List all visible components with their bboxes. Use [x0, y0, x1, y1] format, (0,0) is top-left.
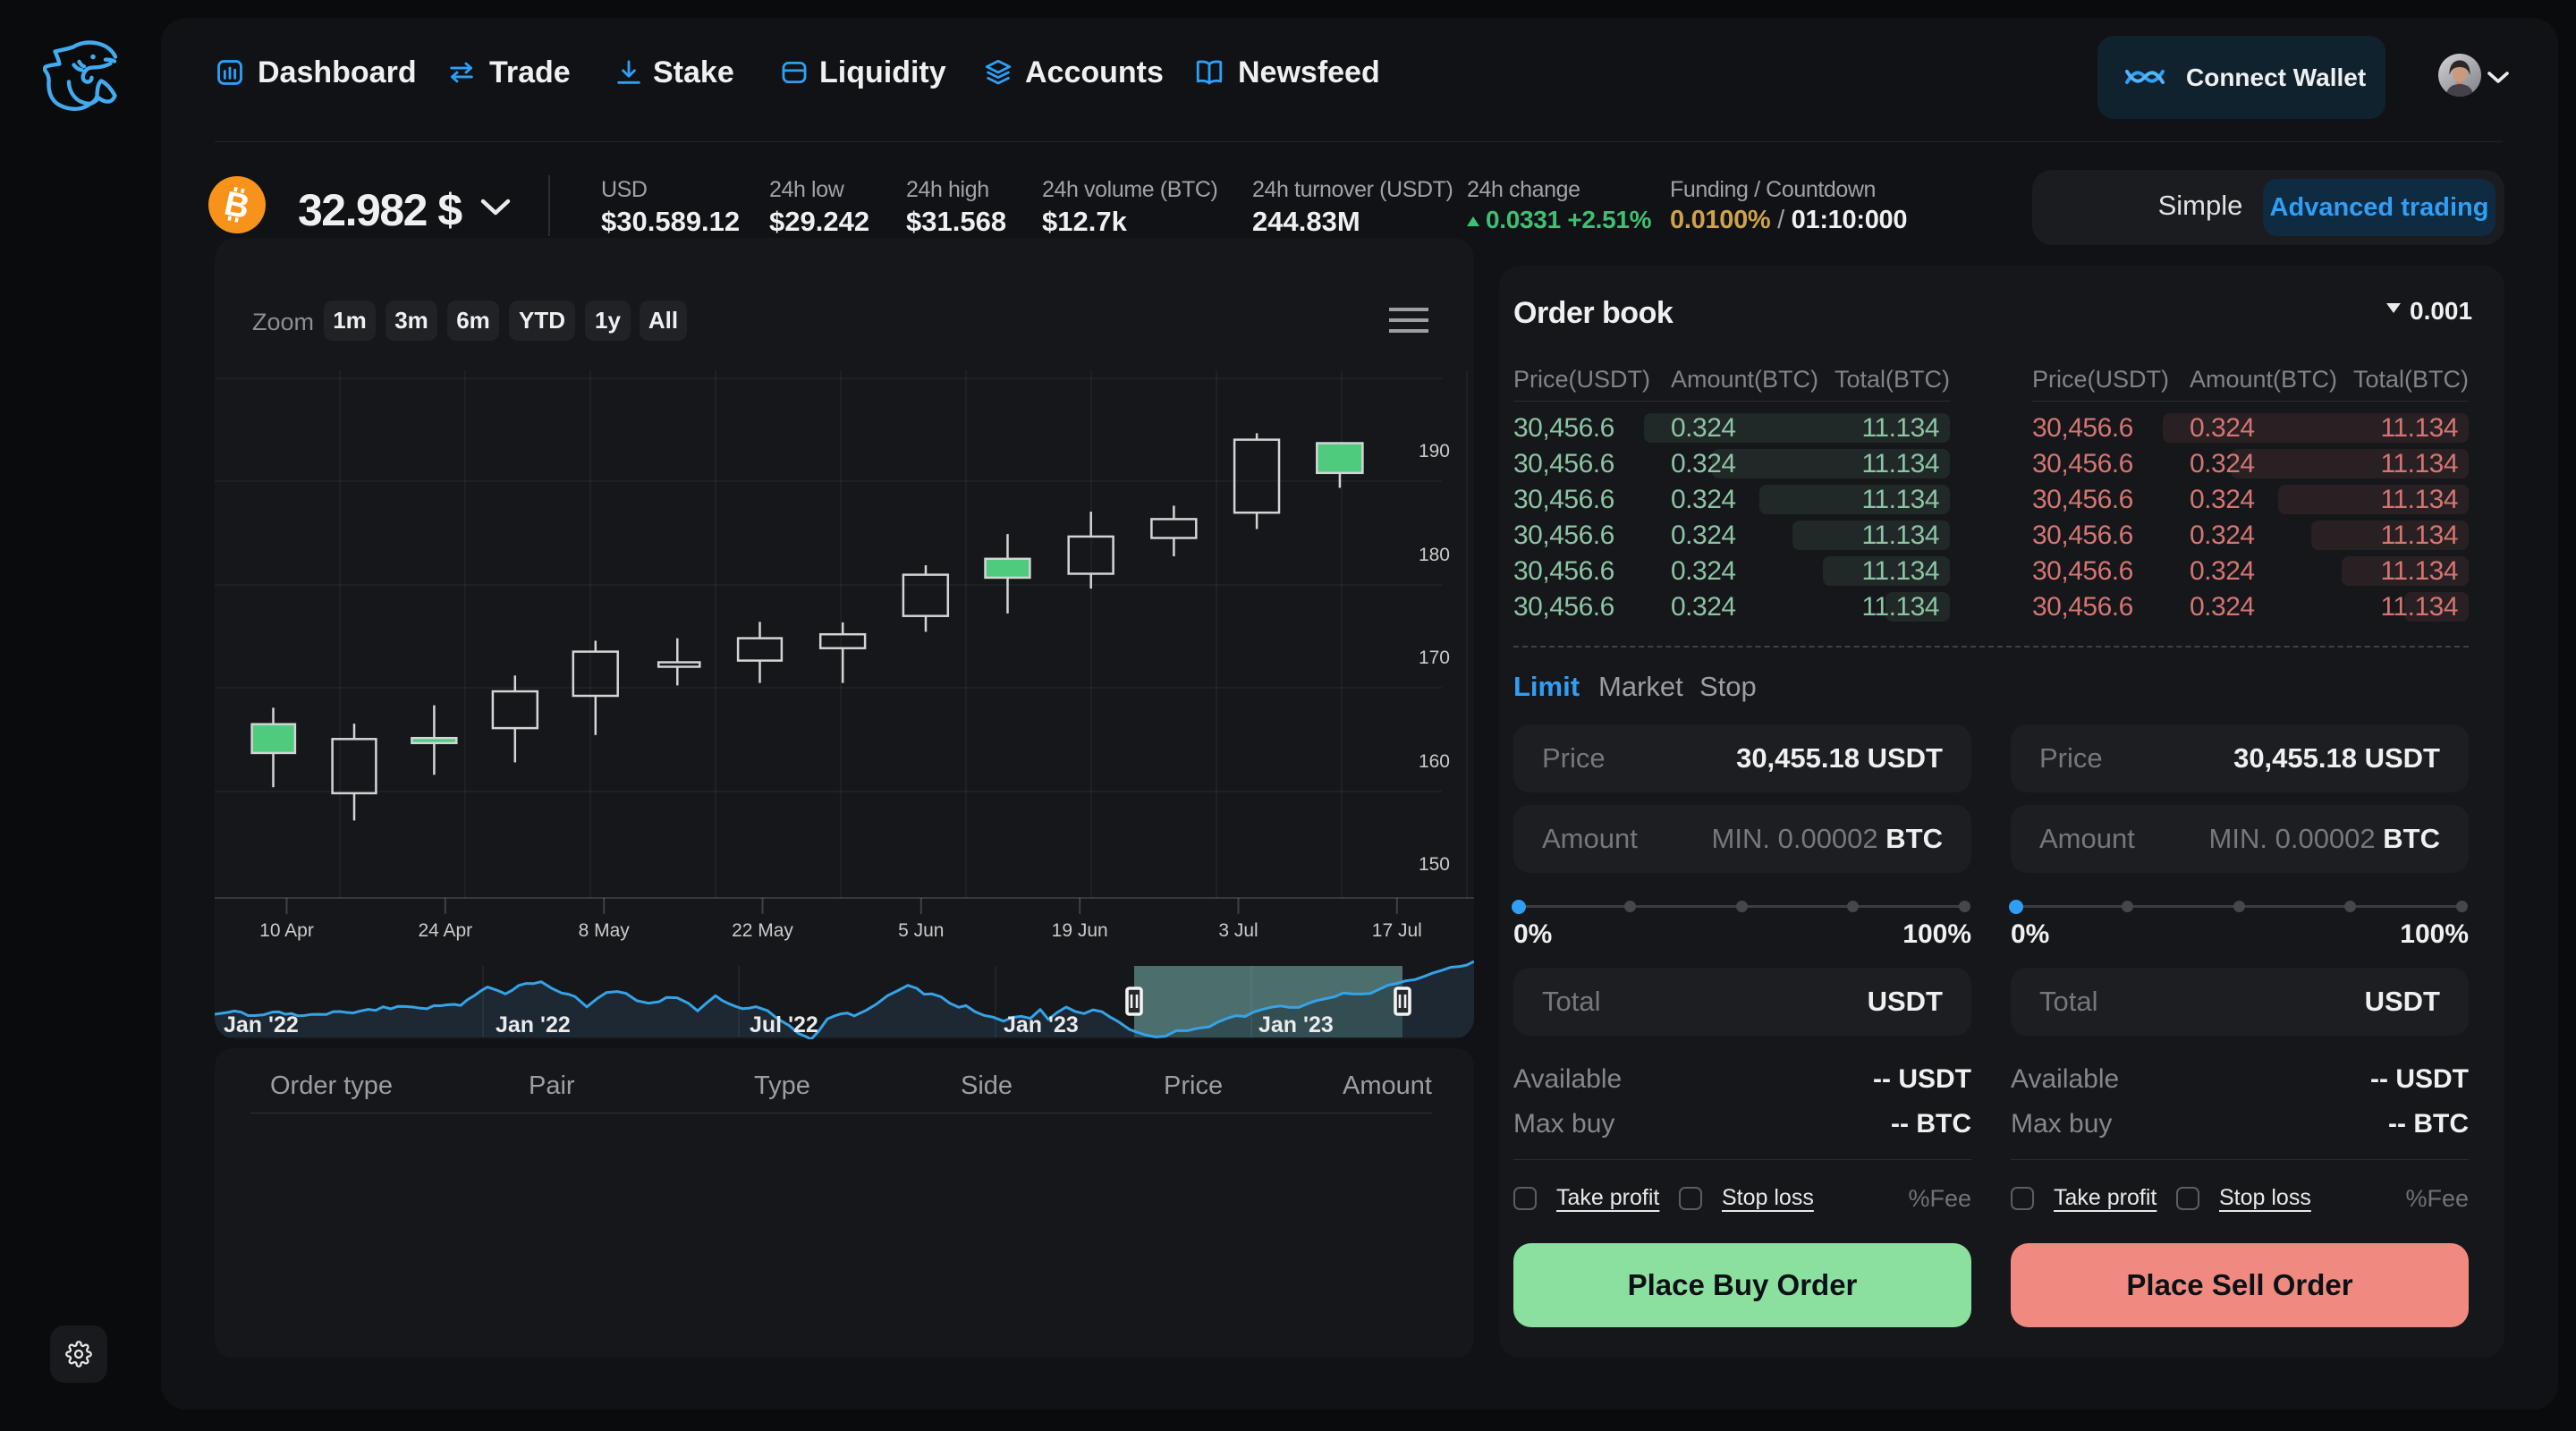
- svg-text:17 Jul: 17 Jul: [1372, 920, 1422, 941]
- svg-text:160: 160: [1419, 751, 1450, 772]
- svg-text:190: 190: [1419, 441, 1450, 461]
- svg-text:24 Apr: 24 Apr: [418, 920, 472, 941]
- svg-text:Jan '23: Jan '23: [1258, 1012, 1334, 1037]
- svg-text:180: 180: [1419, 545, 1450, 565]
- svg-text:Jan '23: Jan '23: [1004, 1012, 1079, 1037]
- svg-text:19 Jun: 19 Jun: [1052, 920, 1108, 941]
- svg-text:3 Jul: 3 Jul: [1218, 920, 1258, 941]
- svg-text:8 May: 8 May: [579, 920, 631, 941]
- svg-text:Jul '22: Jul '22: [750, 1012, 818, 1037]
- svg-text:Jan '22: Jan '22: [224, 1012, 299, 1037]
- svg-text:170: 170: [1419, 648, 1450, 668]
- svg-text:Jan '22: Jan '22: [496, 1012, 571, 1037]
- svg-text:5 Jun: 5 Jun: [898, 920, 944, 941]
- svg-text:150: 150: [1419, 854, 1450, 875]
- svg-text:22 May: 22 May: [732, 920, 793, 941]
- svg-text:10 Apr: 10 Apr: [259, 920, 314, 941]
